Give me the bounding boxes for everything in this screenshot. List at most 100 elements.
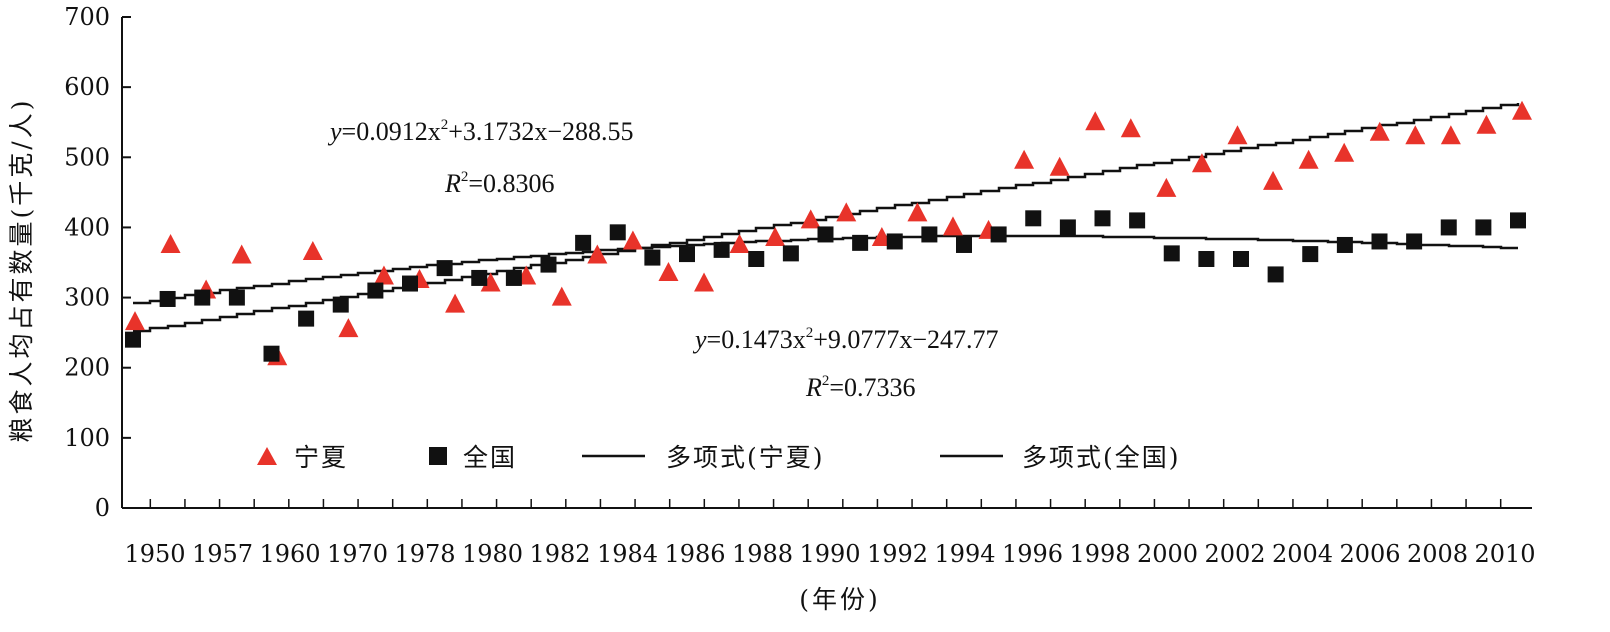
x-tick-label: 1970 xyxy=(327,540,388,568)
data-point-national xyxy=(609,224,626,241)
data-point-ningxia xyxy=(907,202,928,222)
data-point-ningxia xyxy=(1263,170,1284,190)
r2-1-label: R xyxy=(444,169,461,198)
x-tick-label: 1986 xyxy=(664,540,725,568)
x-tick-label: 1996 xyxy=(1002,540,1063,568)
y-tick-label: 600 xyxy=(64,73,110,101)
y-ticks: 0 100 200 300 400 500 600 700 xyxy=(64,3,131,522)
x-axis-title: (年份) xyxy=(799,585,881,614)
y-tick-label: 200 xyxy=(64,354,110,382)
data-point-national xyxy=(1198,250,1215,267)
data-point-national xyxy=(852,234,869,251)
data-point-ningxia xyxy=(622,230,643,250)
trendline-national xyxy=(133,234,1518,305)
data-point-national xyxy=(990,226,1007,243)
r2-2-value: =0.7336 xyxy=(829,373,915,402)
legend-square-marker xyxy=(429,447,447,465)
annotation-ningxia: y=0.0912x2+3.1732x−288.55 R2=0.8306 xyxy=(327,117,634,198)
data-point-national xyxy=(713,241,730,258)
legend-triangle-marker xyxy=(257,447,277,465)
x-tick-label: 1960 xyxy=(259,540,320,568)
annotation-national: y=0.1473x2+9.0777x−247.77 R2=0.7336 xyxy=(692,325,999,402)
legend-label-ningxia: 宁夏 xyxy=(294,443,348,472)
x-tick-label: 2002 xyxy=(1204,540,1265,568)
data-point-ningxia xyxy=(1227,125,1248,145)
x-ticks: 1950 1957 1960 1970 1978 1980 1982 1984 1986 1988… xyxy=(124,499,1536,568)
x-tick-label: 1950 xyxy=(124,540,185,568)
data-point-ningxia xyxy=(125,311,145,331)
data-point-ningxia xyxy=(373,265,394,285)
x-tick-label: 1982 xyxy=(529,540,590,568)
y-tick-label: 500 xyxy=(64,143,110,171)
axes xyxy=(121,17,1532,509)
data-point-national xyxy=(1059,219,1076,236)
data-point-ningxia xyxy=(1298,149,1319,169)
data-point-ningxia xyxy=(1512,100,1532,120)
data-point-ningxia xyxy=(694,272,715,292)
eq1-tail: +3.1732x−288.55 xyxy=(448,117,633,146)
x-tick-label: 1988 xyxy=(732,540,793,568)
x-tick-label: 2004 xyxy=(1272,540,1333,568)
x-tick-label: 2008 xyxy=(1407,540,1468,568)
data-point-ningxia xyxy=(800,209,821,229)
data-point-ningxia xyxy=(1440,125,1461,145)
data-point-ningxia xyxy=(1476,114,1497,134)
eq1-sup: 2 xyxy=(441,117,449,133)
eq2-tail: +9.0777x−247.77 xyxy=(813,325,998,354)
legend-label-national: 全国 xyxy=(463,443,517,472)
data-point-ningxia xyxy=(231,244,252,264)
data-point-national xyxy=(1025,210,1042,227)
data-point-national xyxy=(402,275,418,292)
x-tick-label: 2006 xyxy=(1339,540,1400,568)
data-point-ningxia xyxy=(160,233,181,253)
data-point-ningxia xyxy=(551,286,572,306)
data-point-national xyxy=(505,269,522,286)
data-point-national xyxy=(194,289,211,306)
eq1-rest: =0.0912x xyxy=(342,117,441,146)
y-tick-label: 100 xyxy=(64,424,110,452)
data-point-ningxia xyxy=(338,318,359,338)
x-tick-label: 1980 xyxy=(462,540,523,568)
eq2-rest: =0.1473x xyxy=(707,325,806,354)
y-tick-label: 700 xyxy=(64,3,110,31)
data-point-ningxia xyxy=(836,202,857,222)
data-point-national xyxy=(332,296,349,313)
data-point-ningxia xyxy=(729,233,750,253)
markers xyxy=(125,100,1532,366)
data-point-national xyxy=(575,234,592,251)
data-point-national xyxy=(1440,219,1457,236)
svg-text:y=0.1473x2+9.0777x−247.77: y=0.1473x2+9.0777x−247.77 xyxy=(692,325,999,354)
data-point-national xyxy=(956,236,972,253)
x-tick-label: 1978 xyxy=(394,540,455,568)
x-tick-label: 1994 xyxy=(934,540,995,568)
y-tick-label: 400 xyxy=(64,213,110,241)
data-point-national xyxy=(1233,250,1249,267)
data-point-ningxia xyxy=(1014,149,1035,169)
data-point-ningxia xyxy=(302,240,323,260)
y-axis-title: 粮食人均占有数量(千克/人) xyxy=(7,98,36,443)
r2-1-value: =0.8306 xyxy=(468,169,554,198)
x-tick-label: 1957 xyxy=(192,540,253,568)
data-point-national xyxy=(263,345,280,362)
r2-2-label: R xyxy=(805,373,822,402)
data-point-ningxia xyxy=(1191,153,1212,173)
data-point-national xyxy=(540,256,557,273)
data-point-national xyxy=(1475,219,1492,236)
legend-label-national-trend: 多项式(全国) xyxy=(1022,443,1181,472)
data-point-national xyxy=(228,289,245,306)
data-point-national xyxy=(1094,210,1111,227)
data-point-ningxia xyxy=(480,272,501,292)
data-point-national xyxy=(436,260,453,277)
data-point-ningxia xyxy=(765,226,786,246)
data-point-ningxia xyxy=(1369,121,1390,141)
data-point-national xyxy=(298,310,315,327)
data-point-national xyxy=(159,290,176,307)
data-point-ningxia xyxy=(445,293,466,313)
data-point-national xyxy=(1406,233,1423,250)
data-point-national xyxy=(1302,246,1319,263)
x-tick-label: 1992 xyxy=(867,540,928,568)
data-point-national xyxy=(817,226,834,243)
data-point-national xyxy=(125,331,141,348)
data-point-national xyxy=(886,233,903,250)
